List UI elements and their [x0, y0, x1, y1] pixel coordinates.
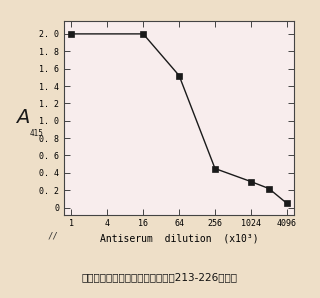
- Text: 図１：合成ペプチドに対する抗体213-226の反応: 図１：合成ペプチドに対する抗体213-226の反応: [82, 272, 238, 282]
- Text: $\mathit{A}$: $\mathit{A}$: [15, 108, 30, 127]
- Text: //: //: [47, 231, 58, 240]
- Text: 415: 415: [29, 129, 43, 138]
- X-axis label: Antiserum  dilution  (x10³): Antiserum dilution (x10³): [100, 234, 259, 244]
